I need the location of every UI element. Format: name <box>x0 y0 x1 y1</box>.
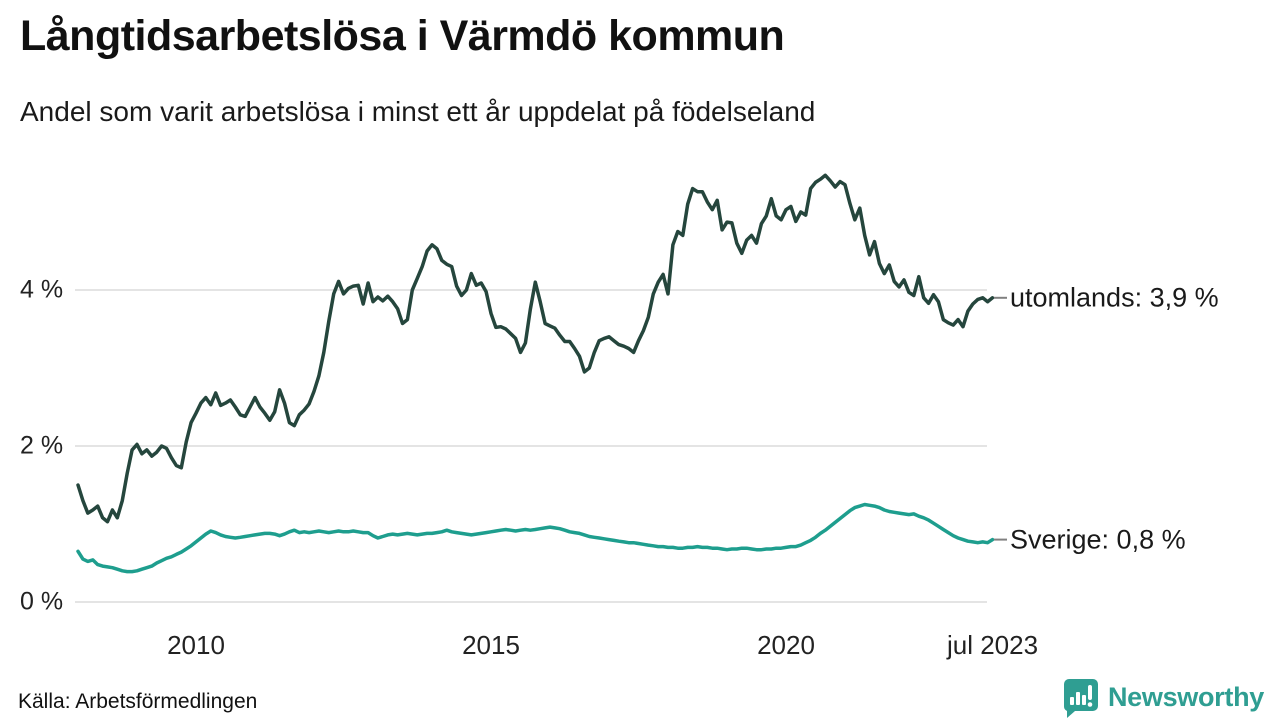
line-Sverige <box>76 502 995 574</box>
y-axis-tick-label: 4 % <box>20 275 64 304</box>
x-axis-tick-label: 2020 <box>757 630 815 660</box>
source-note: Källa: Arbetsförmedlingen <box>18 690 258 713</box>
x-axis-tick-label: 2015 <box>462 630 520 660</box>
bar-chart-speech-bubble-icon <box>1063 679 1098 718</box>
x-axis-tick-label: 2010 <box>167 630 225 660</box>
y-axis-tick-label: 0 % <box>20 587 64 616</box>
x-axis-tick-label: jul 2023 <box>946 630 1039 660</box>
y-axis-tick-label: 2 % <box>20 431 64 460</box>
brand-name: Newsworthy <box>1107 681 1264 712</box>
page-title: Långtidsarbetslösa i Värmdö kommun <box>20 12 785 60</box>
line-utomlands <box>76 173 995 524</box>
series-label-utomlands: utomlands: 3,9 % <box>1010 282 1219 313</box>
page-subtitle: Andel som varit arbetslösa i minst ett å… <box>20 96 816 127</box>
series-label-Sverige: Sverige: 0,8 % <box>1010 524 1186 555</box>
newsworthy-logo: Newsworthy <box>1060 676 1264 718</box>
